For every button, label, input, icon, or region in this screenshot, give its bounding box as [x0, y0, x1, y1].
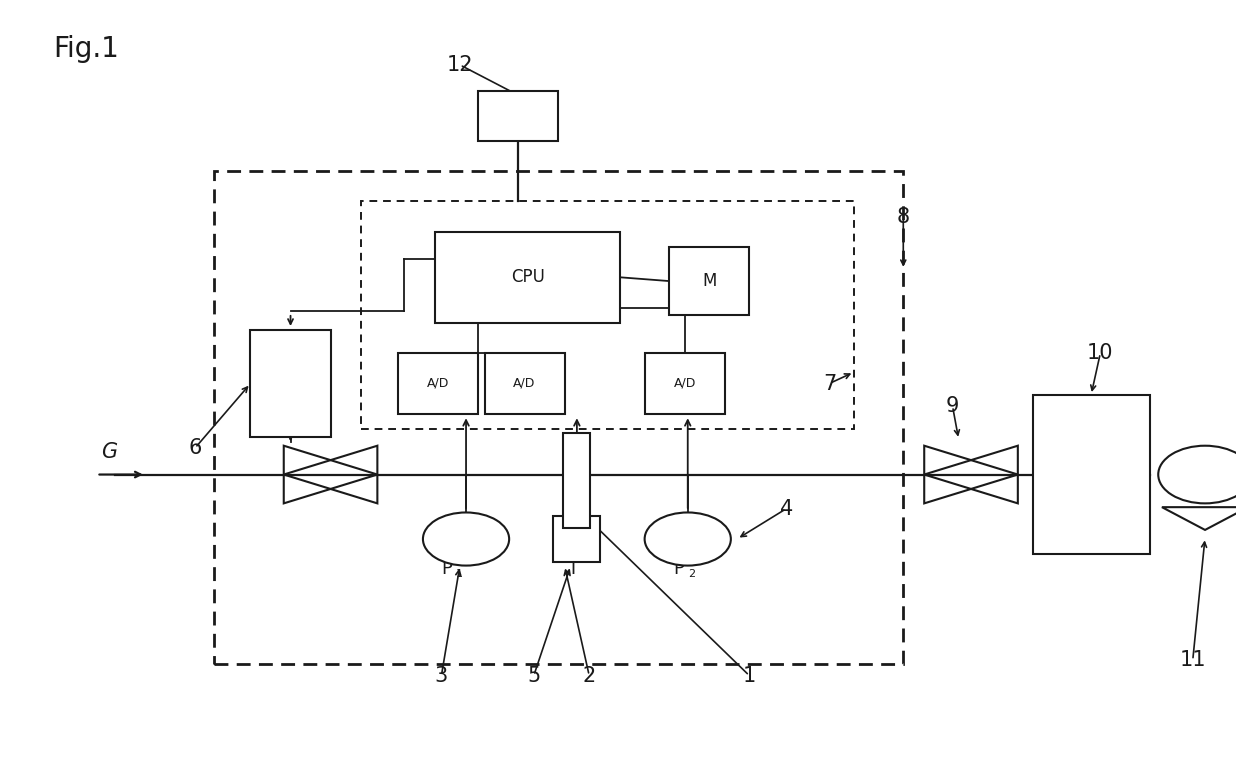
Text: 11: 11	[1179, 650, 1207, 670]
Text: 8: 8	[897, 206, 910, 226]
Bar	[1033, 395, 1149, 555]
Text: A/D: A/D	[673, 377, 696, 390]
Bar	[645, 353, 724, 414]
Bar	[485, 353, 564, 414]
Bar	[553, 516, 600, 561]
Bar	[213, 171, 903, 664]
Bar	[250, 331, 331, 436]
Text: CPU: CPU	[511, 268, 544, 286]
Bar	[435, 232, 620, 323]
Text: 12: 12	[446, 55, 474, 75]
Text: 5: 5	[527, 666, 541, 686]
Bar	[398, 353, 479, 414]
Text: P: P	[441, 561, 453, 578]
Text: 9: 9	[946, 397, 960, 416]
Text: 10: 10	[1087, 343, 1114, 363]
Text: 2: 2	[688, 569, 694, 579]
Text: 3: 3	[435, 666, 448, 686]
Polygon shape	[1162, 507, 1240, 530]
Circle shape	[645, 512, 730, 565]
Circle shape	[423, 512, 510, 565]
Text: 7: 7	[823, 374, 836, 393]
Bar	[479, 91, 558, 140]
Text: A/D: A/D	[513, 377, 536, 390]
Text: 2: 2	[583, 666, 596, 686]
Circle shape	[1158, 446, 1240, 503]
Bar	[563, 433, 590, 528]
Text: A/D: A/D	[427, 377, 450, 390]
Bar	[670, 247, 749, 315]
Text: P: P	[673, 561, 683, 578]
Text: M: M	[702, 272, 717, 290]
Bar	[361, 202, 854, 429]
Text: 6: 6	[188, 438, 202, 458]
Text: T: T	[568, 561, 579, 578]
Text: G: G	[100, 442, 117, 462]
Text: 4: 4	[780, 499, 792, 518]
Text: 1: 1	[456, 569, 464, 579]
Text: Fig.1: Fig.1	[53, 35, 119, 63]
Text: 1: 1	[743, 666, 756, 686]
